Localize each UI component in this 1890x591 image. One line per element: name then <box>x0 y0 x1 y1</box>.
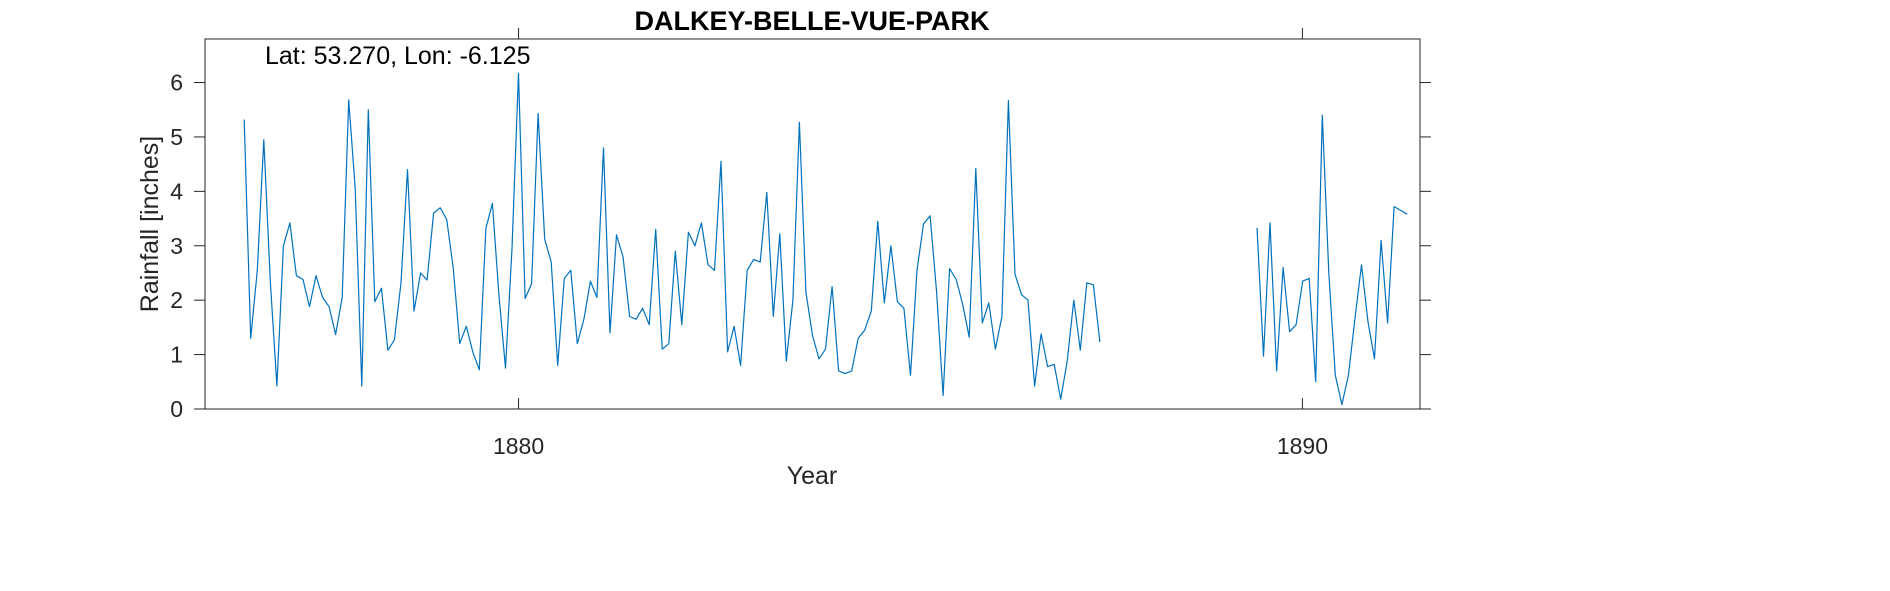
y-tick-label: 2 <box>170 287 183 313</box>
y-tick-label: 0 <box>170 396 183 422</box>
plot-frame <box>204 38 1421 410</box>
y-tick-label: 5 <box>170 124 183 150</box>
y-tick-label: 3 <box>170 233 183 259</box>
y-tick-label: 4 <box>170 178 183 204</box>
chart-title: DALKEY-BELLE-VUE-PARK <box>634 6 990 36</box>
y-tick-label: 1 <box>170 342 183 368</box>
rainfall-series-line-1 <box>243 72 1101 400</box>
x-tick-label: 1890 <box>1277 433 1328 459</box>
y-axis-label: Rainfall [inches] <box>136 136 164 312</box>
y-tick-label: 6 <box>170 70 183 96</box>
x-tick-label: 1880 <box>493 433 544 459</box>
x-axis-label: Year <box>787 462 838 490</box>
rainfall-series-line-2 <box>1256 114 1408 406</box>
plot-area: 0 1 2 3 4 5 6 1880 1890 <box>170 28 1431 459</box>
location-annotation: Lat: 53.270, Lon: -6.125 <box>265 42 531 70</box>
